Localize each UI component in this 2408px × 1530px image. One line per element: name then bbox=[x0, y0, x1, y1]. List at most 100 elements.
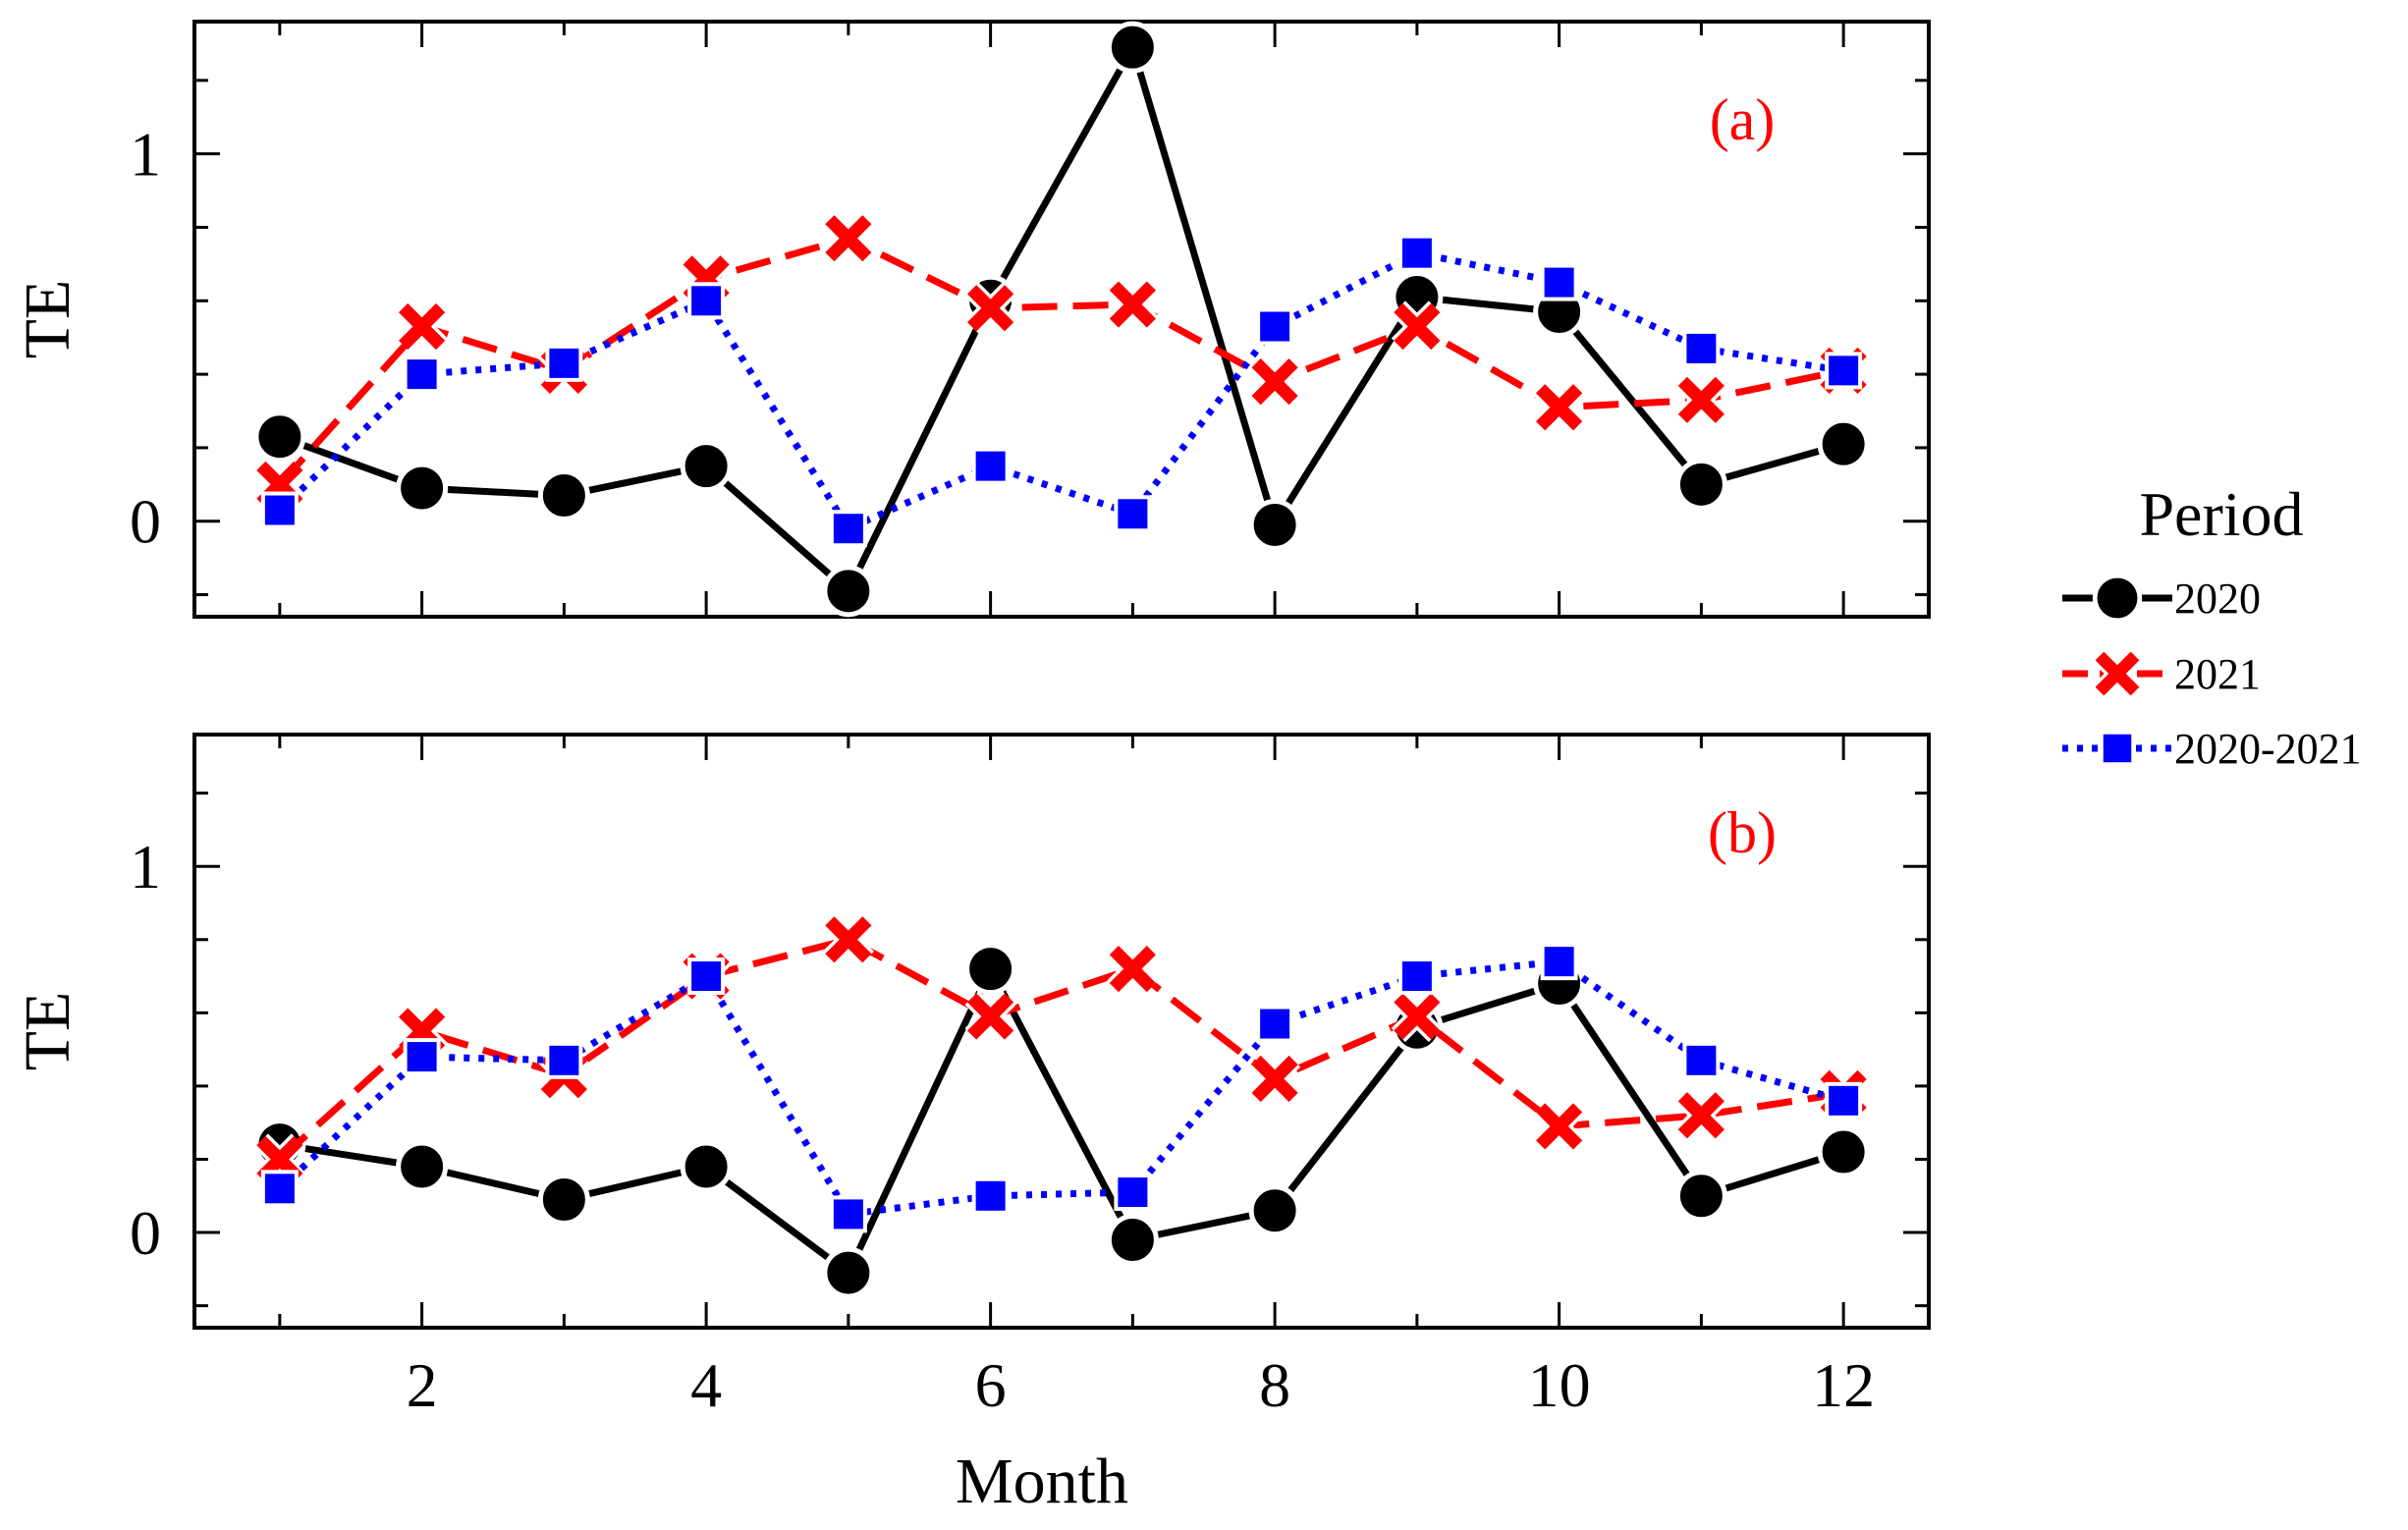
data-point-2020-2021 bbox=[1825, 352, 1863, 390]
data-point-2020-2021 bbox=[687, 282, 726, 320]
legend-marker-2020 bbox=[2092, 573, 2143, 624]
data-point-2021 bbox=[1675, 1089, 1727, 1141]
series-line-2021 bbox=[277, 936, 1844, 1163]
series-2020-2021 bbox=[260, 943, 1863, 1233]
data-point-2021 bbox=[1107, 943, 1159, 995]
data-point-2020-2021 bbox=[545, 344, 583, 382]
data-point-2020 bbox=[396, 1140, 449, 1193]
data-point-2021 bbox=[1391, 991, 1443, 1043]
series-2021 bbox=[253, 212, 1870, 511]
axis-ticks bbox=[194, 735, 1929, 1328]
series-line-2020 bbox=[278, 43, 1845, 595]
data-point-2020-2021 bbox=[829, 1195, 867, 1233]
data-point-2020 bbox=[822, 565, 875, 618]
data-point-2020-2021 bbox=[1114, 1174, 1152, 1212]
data-point-2020 bbox=[253, 410, 306, 464]
legend-label-2020-2021: 2020-2021 bbox=[2174, 725, 2362, 773]
data-point-2020-2021 bbox=[1397, 234, 1436, 272]
data-point-2020 bbox=[1106, 1214, 1159, 1267]
data-point-2020 bbox=[1106, 21, 1159, 74]
x-tick-label: 8 bbox=[1259, 1350, 1290, 1420]
data-point-2020-2021 bbox=[1682, 1041, 1721, 1079]
data-point-2021 bbox=[1249, 1053, 1301, 1105]
x-tick-label: 12 bbox=[1812, 1350, 1875, 1420]
x-tick-label: 4 bbox=[690, 1350, 722, 1420]
data-point-2020-2021 bbox=[1825, 1081, 1863, 1120]
data-point-2021 bbox=[822, 212, 874, 264]
data-point-2020-2021 bbox=[1256, 307, 1294, 346]
data-point-2021 bbox=[1249, 355, 1301, 408]
y-tick-label: 1 bbox=[130, 832, 161, 902]
data-point-2020-2021 bbox=[829, 510, 867, 548]
data-point-2020-2021 bbox=[971, 1176, 1010, 1215]
data-point-2020 bbox=[680, 440, 733, 493]
series-2020 bbox=[253, 21, 1870, 618]
data-point-2020-2021 bbox=[687, 957, 726, 996]
legend-entry-2020: 2020 bbox=[2062, 573, 2261, 624]
data-point-2021 bbox=[1107, 278, 1159, 331]
legend-label-2020: 2020 bbox=[2174, 574, 2261, 623]
y-tick-label: 0 bbox=[130, 1198, 161, 1268]
legend-title: Period bbox=[2139, 479, 2303, 549]
panel-a: 0 1 TE (a) bbox=[12, 20, 1931, 619]
series-line-2020-2021 bbox=[277, 249, 1844, 532]
plot-frame bbox=[192, 733, 1931, 1330]
data-point-2020-2021 bbox=[403, 355, 441, 394]
data-point-2021 bbox=[964, 282, 1016, 334]
data-point-2021 bbox=[396, 301, 448, 353]
data-point-2020-2021 bbox=[1114, 495, 1152, 533]
data-point-2020-2021 bbox=[971, 447, 1010, 485]
series-2020-2021 bbox=[260, 234, 1863, 548]
series-2021 bbox=[253, 913, 1870, 1185]
y-axis-label: TE bbox=[12, 992, 83, 1071]
x-tick-label: 10 bbox=[1528, 1350, 1591, 1420]
panel-label: (a) bbox=[1710, 87, 1776, 152]
axis-ticks bbox=[194, 22, 1929, 617]
data-point-2020 bbox=[822, 1246, 875, 1299]
data-point-2021 bbox=[1391, 301, 1443, 353]
y-tick-label: 0 bbox=[130, 487, 161, 557]
x-tick-label: 6 bbox=[975, 1350, 1007, 1420]
data-point-2020-2021 bbox=[1540, 943, 1578, 981]
data-point-2020-2021 bbox=[1540, 263, 1578, 301]
data-point-2020 bbox=[1674, 458, 1727, 511]
data-point-2020 bbox=[396, 462, 449, 515]
legend-marker-2021 bbox=[2093, 649, 2142, 698]
y-axis-label: TE bbox=[12, 280, 83, 359]
data-point-2020-2021 bbox=[260, 491, 299, 529]
series-line-2021 bbox=[277, 235, 1844, 487]
legend-label-2021: 2021 bbox=[2174, 650, 2261, 698]
data-point-2020-2021 bbox=[1256, 1005, 1294, 1043]
data-point-2020 bbox=[1248, 1184, 1301, 1237]
data-point-2020-2021 bbox=[260, 1170, 299, 1208]
data-point-2020-2021 bbox=[545, 1041, 583, 1079]
data-point-2020 bbox=[1248, 498, 1301, 551]
data-point-2020 bbox=[537, 469, 590, 522]
data-point-2021 bbox=[1533, 1100, 1585, 1153]
legend-marker-2020-2021 bbox=[2099, 730, 2136, 767]
panel-label: (b) bbox=[1708, 800, 1777, 865]
plot-frame bbox=[192, 20, 1931, 619]
data-point-2020 bbox=[537, 1174, 590, 1227]
data-point-2020 bbox=[1817, 1125, 1870, 1178]
x-tick-label: 2 bbox=[407, 1350, 438, 1420]
data-point-2020-2021 bbox=[1397, 957, 1436, 996]
data-point-2021 bbox=[964, 991, 1016, 1043]
data-point-2021 bbox=[1675, 374, 1727, 426]
data-point-2021 bbox=[822, 913, 874, 965]
series-line-2020-2021 bbox=[277, 957, 1845, 1218]
data-point-2020 bbox=[1674, 1170, 1727, 1223]
data-point-2020-2021 bbox=[403, 1038, 441, 1076]
data-point-2020 bbox=[680, 1140, 733, 1193]
data-point-2021 bbox=[1533, 381, 1585, 433]
x-axis-label: Month bbox=[956, 1446, 1128, 1517]
legend-entry-2021: 2021 bbox=[2062, 649, 2261, 698]
legend-entry-2020-2021: 2020-2021 bbox=[2062, 725, 2362, 773]
data-point-2020 bbox=[1817, 417, 1870, 470]
data-point-2020-2021 bbox=[1682, 329, 1721, 367]
data-point-2020 bbox=[964, 943, 1017, 996]
legend: Period 2020 2021 2020-2021 bbox=[2062, 479, 2362, 773]
y-tick-label: 1 bbox=[130, 120, 161, 190]
